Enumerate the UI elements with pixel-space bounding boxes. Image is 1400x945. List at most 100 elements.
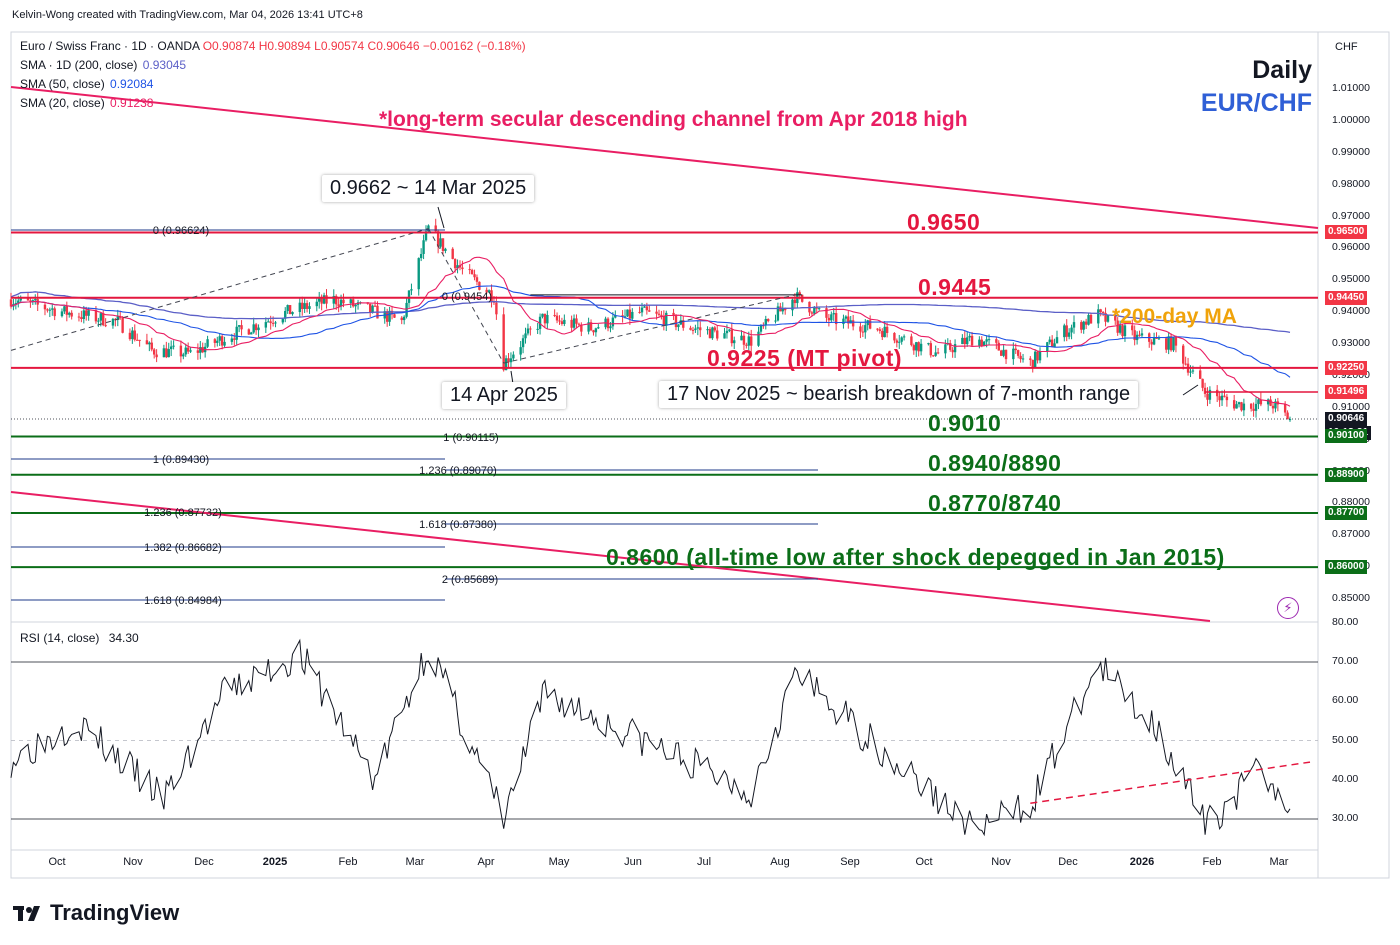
candle-body xyxy=(427,225,430,232)
candle-body xyxy=(575,318,578,324)
candle-body xyxy=(385,311,389,322)
candle-body xyxy=(672,312,675,316)
candle-body xyxy=(657,313,661,315)
candle-body xyxy=(320,297,323,304)
candle-body xyxy=(895,340,899,343)
time-tick: Nov xyxy=(123,856,143,868)
legend-sma200[interactable]: SMA · 1D (200, close) 0.93045 xyxy=(20,58,187,72)
candle-body xyxy=(218,336,221,341)
candle-body xyxy=(851,320,855,327)
candle-body xyxy=(900,337,903,342)
candle-body xyxy=(764,318,767,326)
candle-body xyxy=(521,338,525,348)
candle-body xyxy=(813,307,816,314)
candle-body xyxy=(609,326,612,329)
candle-body xyxy=(1116,320,1119,333)
candle-body xyxy=(961,337,964,345)
candle-body xyxy=(393,314,396,318)
candle-body xyxy=(402,316,406,321)
candle-body xyxy=(699,327,702,331)
candle-body xyxy=(1242,403,1246,411)
candle-body xyxy=(648,310,651,312)
rsi-trendline xyxy=(1030,761,1311,805)
candle-body xyxy=(980,339,983,346)
candle-body xyxy=(274,322,277,324)
fib-0b: 0 (0.9454) xyxy=(442,291,492,303)
candle-body xyxy=(1155,337,1158,339)
candle-body xyxy=(155,354,158,358)
candle-body xyxy=(538,316,542,329)
candle-body xyxy=(182,354,185,357)
candle-body xyxy=(1172,337,1175,351)
candle-body xyxy=(80,317,83,319)
fib-trend-line xyxy=(427,228,505,364)
candle-body xyxy=(759,325,763,332)
candle-body xyxy=(475,277,479,282)
legend-sma50[interactable]: SMA (50, close) 0.92084 xyxy=(20,77,154,91)
candle-body xyxy=(165,348,168,358)
tradingview-logo-icon xyxy=(13,906,40,921)
candle-body xyxy=(631,311,634,319)
candle-body xyxy=(1131,325,1134,331)
time-tick: Dec xyxy=(1058,856,1078,868)
pair-label: EUR/CHF xyxy=(1200,89,1312,117)
candle-body xyxy=(271,322,275,324)
symbol-name: Euro / Swiss Franc · 1D · OANDA xyxy=(20,39,200,53)
price-tick: 1.01000 xyxy=(1332,82,1370,94)
legend-sma20[interactable]: SMA (20, close) 0.91238 xyxy=(20,96,154,110)
candle-body xyxy=(269,321,272,323)
candle-body xyxy=(417,258,420,290)
level-8600-label: 0.8600 (all-time low after shock depegge… xyxy=(606,544,1225,570)
candle-body xyxy=(1080,322,1083,330)
candle-body xyxy=(983,341,986,346)
candle-body xyxy=(281,318,285,323)
candle-body xyxy=(337,304,340,307)
candle-body xyxy=(1174,337,1178,346)
candle-body xyxy=(660,314,663,317)
candle-body xyxy=(963,337,966,345)
candle-body xyxy=(1114,314,1117,321)
candle-body xyxy=(305,303,309,309)
candle-body xyxy=(65,306,69,315)
candle-body xyxy=(876,328,879,330)
candle-body xyxy=(150,342,153,350)
candle-body xyxy=(373,305,377,307)
candle-body xyxy=(638,311,641,313)
sma200-line xyxy=(10,291,1291,334)
candle-body xyxy=(354,304,357,307)
rsi-legend[interactable]: RSI (14, close) 34.30 xyxy=(20,631,139,645)
time-tick: Jun xyxy=(624,856,642,868)
rsi-value: 34.30 xyxy=(108,631,139,645)
candle-body xyxy=(1016,350,1020,356)
candle-body xyxy=(422,240,425,254)
candle-body xyxy=(1220,395,1224,401)
candle-body xyxy=(783,307,787,311)
candle-body xyxy=(594,328,598,333)
candle-body xyxy=(861,331,865,333)
candle-body xyxy=(1104,312,1107,322)
candle-body xyxy=(691,329,695,331)
candle-body xyxy=(97,320,100,322)
lightning-icon[interactable]: ⚡ xyxy=(1277,597,1299,619)
candle-body xyxy=(999,350,1003,356)
brand-logo[interactable]: TradingView xyxy=(12,900,179,926)
candle-body xyxy=(441,238,445,251)
candle-body xyxy=(1029,358,1032,360)
candle-body xyxy=(1225,396,1229,401)
candle-body xyxy=(553,314,556,316)
candle-body xyxy=(694,328,697,330)
candle-body xyxy=(728,329,731,331)
candle-body xyxy=(1199,370,1202,379)
candle-body xyxy=(1283,404,1287,413)
candle-body xyxy=(1286,412,1289,420)
candle-body xyxy=(424,231,428,241)
candle-body xyxy=(987,339,991,341)
time-tick: Nov xyxy=(991,856,1011,868)
candle-body xyxy=(257,327,260,331)
candle-body xyxy=(919,343,923,352)
candle-body xyxy=(1271,405,1275,409)
candle-body xyxy=(325,295,328,304)
price-tick: 0.97000 xyxy=(1332,209,1370,222)
candle-body xyxy=(689,327,692,330)
